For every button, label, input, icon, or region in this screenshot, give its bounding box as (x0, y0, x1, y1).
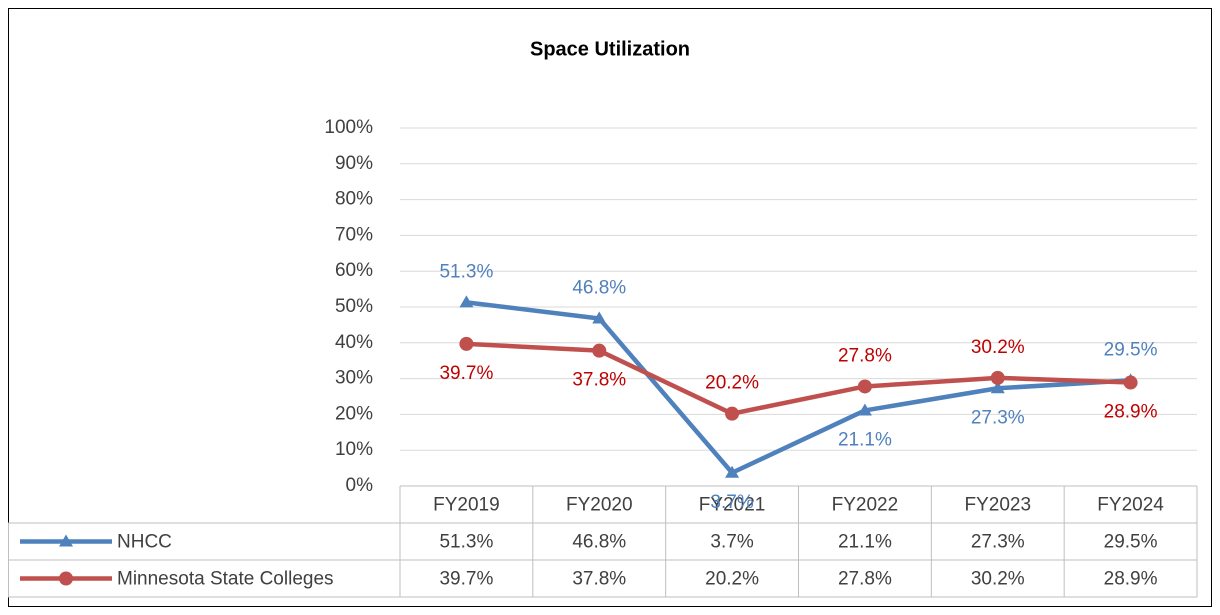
legend-marker (59, 534, 73, 547)
table-cell: 3.7% (710, 532, 753, 553)
data-label: 20.2% (705, 373, 759, 394)
table-cell: 51.3% (439, 532, 493, 553)
x-tick-label: FY2021 (699, 495, 766, 516)
data-label: 3.7% (710, 492, 753, 513)
legend-label: NHCC (117, 532, 172, 553)
marker (857, 379, 872, 394)
data-label: 28.9% (1104, 402, 1158, 423)
x-tick-label: FY2022 (832, 495, 899, 516)
chart-title: Space Utilization (530, 38, 690, 60)
y-tick-label: 50% (335, 296, 373, 317)
marker (990, 381, 1005, 394)
table-cell: 37.8% (572, 569, 626, 590)
table-cell: 21.1% (838, 532, 892, 553)
y-tick-label: 20% (335, 403, 373, 424)
marker (857, 403, 872, 416)
y-tick-label: 30% (335, 368, 373, 389)
data-label: 30.2% (971, 337, 1025, 358)
y-tick-label: 40% (335, 332, 373, 353)
table-cell: 30.2% (971, 569, 1025, 590)
x-tick-label: FY2020 (566, 495, 633, 516)
y-tick-label: 100% (324, 117, 373, 138)
y-tick-label: 10% (335, 439, 373, 460)
marker (459, 336, 474, 351)
table-cell: 28.9% (1104, 569, 1158, 590)
data-label: 29.5% (1104, 339, 1158, 360)
table-cell: 46.8% (572, 532, 626, 553)
series-line (466, 300, 1131, 476)
legend-label: Minnesota State Colleges (117, 569, 334, 590)
table-cell: 20.2% (705, 569, 759, 590)
data-label: 46.8% (572, 277, 626, 298)
data-label: 39.7% (439, 363, 493, 384)
x-tick-label: FY2023 (964, 495, 1031, 516)
x-tick-label: FY2024 (1097, 495, 1164, 516)
table-cell: 27.8% (838, 569, 892, 590)
y-tick-label: 60% (335, 260, 373, 281)
marker (459, 295, 474, 308)
data-label: 51.3% (439, 261, 493, 282)
data-label: 27.3% (971, 407, 1025, 428)
y-tick-label: 70% (335, 224, 373, 245)
x-tick-label: FY2019 (433, 495, 500, 516)
marker (1123, 375, 1138, 390)
data-label: 21.1% (838, 429, 892, 450)
y-tick-label: 90% (335, 153, 373, 174)
legend-marker (59, 571, 73, 586)
marker (725, 465, 740, 478)
marker (592, 343, 607, 358)
table-cell: 39.7% (439, 569, 493, 590)
marker (725, 406, 740, 421)
y-tick-label: 80% (335, 189, 373, 210)
data-label: 27.8% (838, 345, 892, 366)
marker (592, 311, 607, 324)
table-cell: 29.5% (1104, 532, 1158, 553)
marker (990, 370, 1005, 385)
series-line (466, 341, 1131, 416)
data-label: 37.8% (572, 370, 626, 391)
y-tick-label: 0% (346, 475, 374, 496)
table-cell: 27.3% (971, 532, 1025, 553)
